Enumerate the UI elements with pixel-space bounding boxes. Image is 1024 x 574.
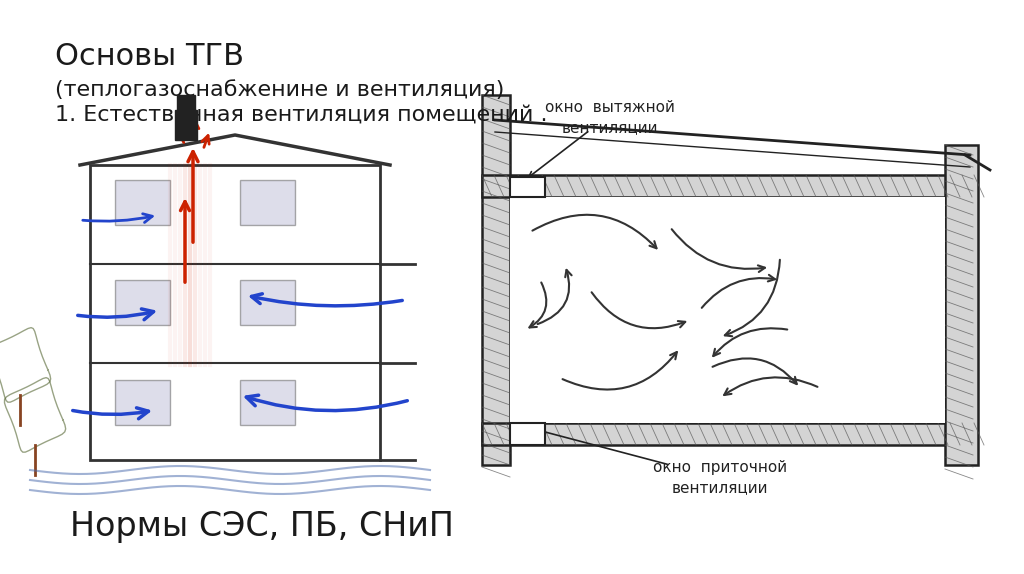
- Bar: [90, 165, 380, 460]
- Bar: [177, 95, 195, 113]
- Bar: [240, 380, 295, 425]
- Bar: [240, 180, 295, 225]
- Bar: [482, 95, 510, 465]
- Bar: [240, 280, 295, 325]
- Text: Основы ТГВ: Основы ТГВ: [55, 42, 244, 71]
- Text: окно  вытяжной
вентиляции: окно вытяжной вентиляции: [545, 100, 675, 135]
- Bar: [482, 175, 975, 197]
- Bar: [945, 145, 978, 465]
- Bar: [510, 197, 945, 423]
- Bar: [115, 180, 170, 225]
- Text: Нормы СЭС, ПБ, СНиП: Нормы СЭС, ПБ, СНиП: [70, 510, 454, 543]
- Text: (теплогазоснабженине и вентиляция): (теплогазоснабженине и вентиляция): [55, 80, 505, 100]
- Text: окно  приточной
вентиляции: окно приточной вентиляции: [653, 460, 787, 495]
- Bar: [175, 110, 197, 140]
- Bar: [115, 280, 170, 325]
- Bar: [510, 177, 545, 197]
- Bar: [115, 380, 170, 425]
- Bar: [510, 423, 545, 445]
- Text: 1. Естественная вентиляция помещений .: 1. Естественная вентиляция помещений .: [55, 105, 548, 125]
- Bar: [482, 423, 975, 445]
